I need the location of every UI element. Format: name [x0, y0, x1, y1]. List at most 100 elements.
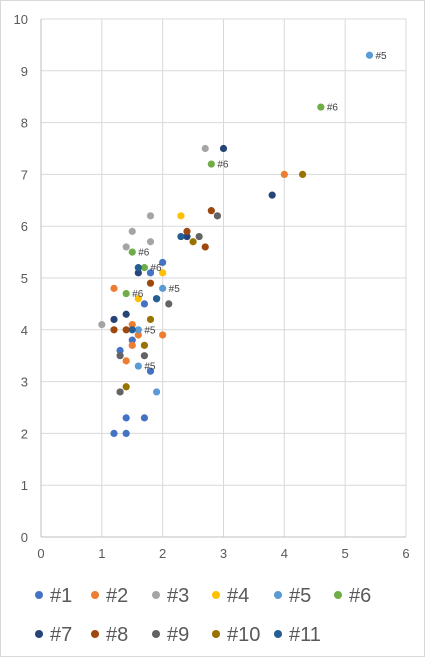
legend: #1 #2 #3 #4 #5 #6 #7 #8 #9 #10 #11 [35, 585, 371, 646]
legend-label: #3 [167, 585, 189, 607]
data-point [134, 326, 142, 334]
series-n2 [110, 170, 288, 365]
legend-item: #4 [212, 585, 249, 607]
y-tick-label: 0 [21, 530, 28, 545]
data-point [317, 103, 325, 111]
data-point [110, 326, 118, 334]
y-tick-label: 4 [21, 323, 28, 338]
legend-marker [274, 630, 282, 638]
data-point [146, 279, 155, 287]
data-point [134, 295, 142, 303]
series-n7 [110, 144, 276, 324]
data-point [128, 227, 136, 235]
legend-item: #10 [212, 624, 260, 646]
data-point [183, 227, 191, 235]
data-point [365, 51, 374, 59]
data-point [122, 310, 130, 318]
y-axis-ticks: 0 1 2 3 4 5 6 7 8 9 10 [14, 12, 28, 545]
data-label: #6 [132, 289, 144, 300]
data-point [110, 315, 118, 324]
data-point [280, 170, 288, 178]
data-point [122, 289, 130, 298]
data-label: #5 [376, 51, 388, 62]
legend-label: #6 [349, 585, 371, 607]
data-point [146, 212, 155, 220]
legend-label: #4 [227, 585, 249, 607]
data-point [134, 331, 142, 339]
data-label: #5 [144, 325, 156, 336]
data-point [159, 284, 167, 292]
legend-marker [334, 591, 342, 599]
data-label: #6 [327, 103, 339, 114]
data-point [165, 300, 173, 308]
data-point [110, 429, 118, 437]
legend-marker [91, 591, 99, 599]
data-point [189, 238, 197, 246]
y-tick-label: 7 [21, 167, 28, 182]
y-tick-label: 9 [21, 64, 28, 79]
data-point [146, 315, 155, 324]
x-tick-label: 6 [402, 546, 409, 561]
y-tick-label: 3 [21, 375, 28, 390]
series-n1 [110, 258, 167, 437]
legend-item: #3 [152, 585, 189, 607]
data-point [268, 191, 276, 199]
data-point [159, 269, 167, 277]
x-tick-label: 4 [281, 546, 288, 561]
y-tick-label: 2 [21, 426, 28, 441]
y-tick-label: 6 [21, 219, 28, 234]
data-point [98, 321, 106, 329]
point-labels: #5#5#5#5#6#6#6#6#6 [132, 51, 387, 373]
data-point [116, 388, 124, 396]
legend-item: #1 [35, 585, 72, 607]
series-n4 [134, 212, 185, 303]
data-point [122, 243, 130, 251]
x-tick-label: 5 [342, 546, 349, 561]
data-point [128, 326, 136, 334]
data-point [140, 300, 149, 308]
data-label: #6 [217, 160, 229, 171]
legend-marker [35, 591, 43, 599]
y-tick-label: 1 [21, 478, 28, 493]
data-point [146, 269, 155, 277]
series-n11 [128, 232, 185, 334]
data-point [140, 352, 149, 360]
data-point [177, 212, 185, 220]
data-point [122, 357, 130, 365]
data-point [183, 232, 191, 241]
data-label: #6 [150, 263, 162, 274]
data-point [201, 243, 209, 251]
legend-item: #2 [91, 585, 128, 607]
data-point [122, 326, 130, 334]
data-point [201, 144, 209, 153]
data-point [128, 321, 136, 329]
legend-item: #7 [35, 624, 72, 646]
legend-label: #9 [167, 624, 189, 646]
legend-label: #11 [289, 624, 321, 646]
data-point [122, 414, 130, 422]
legend-marker [35, 630, 43, 638]
data-point [207, 207, 215, 215]
y-tick-label: 10 [14, 12, 28, 27]
data-points [98, 51, 374, 437]
grid-lines [40, 18, 407, 538]
series-n6 [122, 103, 325, 298]
legend-label: #2 [106, 585, 128, 607]
data-point [298, 170, 307, 178]
y-tick-label: 8 [21, 116, 28, 131]
data-point [140, 341, 149, 349]
legend-marker [212, 591, 220, 599]
series-n5 [134, 51, 374, 396]
legend-label: #8 [106, 624, 128, 646]
legend-marker [152, 630, 160, 638]
data-label: #5 [169, 284, 181, 295]
legend-item: #9 [152, 624, 189, 646]
legend-item: #6 [334, 585, 371, 607]
data-point [128, 341, 136, 349]
data-point [122, 383, 130, 391]
data-point [152, 388, 161, 396]
x-tick-label: 3 [220, 546, 227, 561]
data-point [128, 248, 136, 256]
